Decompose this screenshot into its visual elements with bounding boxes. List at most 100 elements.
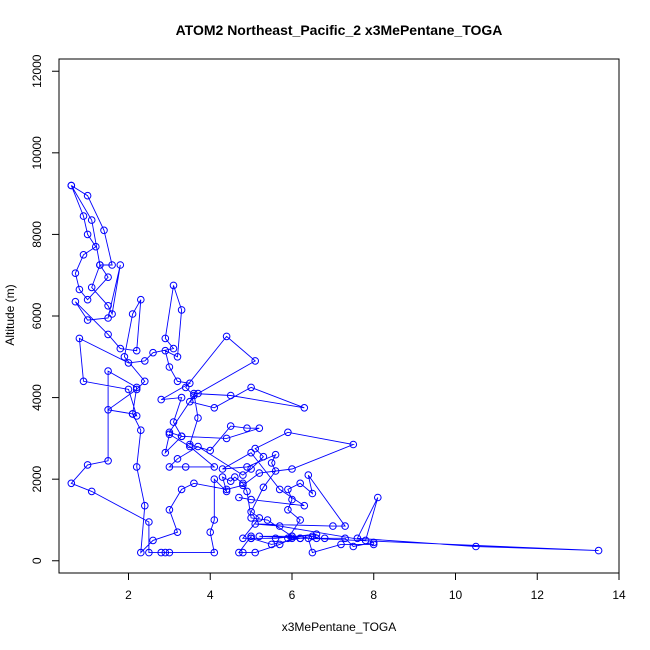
data-point: [92, 242, 100, 251]
y-tick-label: 0: [30, 557, 44, 564]
data-point: [161, 334, 170, 343]
data-point: [157, 395, 165, 404]
data-point: [161, 448, 170, 457]
data-point: [226, 477, 235, 486]
data-point: [210, 475, 219, 484]
x-tick-label: 2: [125, 588, 132, 602]
y-tick-label: 12000: [30, 54, 44, 88]
data-point: [243, 424, 251, 433]
data-point: [87, 216, 96, 224]
x-tick-label: 12: [531, 588, 545, 602]
data-point: [190, 391, 198, 400]
data-point: [104, 457, 112, 465]
data-point: [116, 261, 125, 269]
data-point: [251, 548, 259, 557]
data-point: [341, 534, 349, 543]
data-point: [239, 548, 247, 557]
data-point: [288, 534, 296, 543]
data-point: [177, 393, 186, 402]
data-point: [312, 534, 321, 543]
y-tick-label: 6000: [30, 302, 44, 329]
data-point: [353, 534, 362, 543]
x-axis: 2 4 6 8 10 12 14: [125, 572, 626, 602]
data-point: [173, 455, 182, 463]
data-point: [308, 489, 317, 498]
data-point: [132, 412, 141, 420]
data-point: [308, 532, 317, 541]
data-point: [349, 440, 358, 449]
data-point: [222, 434, 231, 443]
data-point: [308, 548, 317, 557]
data-point: [239, 471, 247, 479]
data-point: [177, 306, 186, 314]
data-point: [296, 516, 305, 524]
y-tick-label: 4000: [30, 384, 44, 411]
data-point: [210, 516, 219, 524]
data-point: [341, 522, 349, 530]
data-point: [161, 346, 170, 355]
data-point: [186, 440, 194, 449]
data-point: [165, 463, 174, 471]
x-axis-label: x3MePentane_TOGA: [282, 620, 397, 634]
data-point: [206, 528, 214, 537]
data-point: [71, 269, 80, 278]
data-point: [141, 501, 149, 510]
data-point: [104, 330, 112, 339]
data-point: [104, 314, 112, 322]
data-point: [247, 508, 255, 516]
data-point: [222, 487, 231, 496]
chart-title: ATOM2 Northeast_Pacific_2 x3MePentane_TO…: [176, 22, 503, 38]
data-point: [87, 487, 96, 496]
data-point: [251, 444, 259, 453]
data-point: [284, 485, 292, 494]
data-point: [594, 546, 603, 555]
data-point: [120, 353, 129, 361]
data-point: [100, 226, 108, 235]
data-point: [247, 534, 255, 543]
x-tick-label: 8: [370, 588, 377, 602]
data-point: [226, 422, 235, 430]
y-tick-label: 8000: [30, 221, 44, 248]
data-point: [157, 548, 165, 557]
data-point: [206, 446, 214, 455]
data-point: [169, 281, 178, 290]
data-point: [137, 548, 145, 557]
data-point: [374, 493, 382, 502]
data-point: [83, 230, 92, 239]
data-point: [259, 452, 268, 461]
data-point: [165, 548, 174, 557]
data-point: [218, 465, 227, 473]
data-point: [149, 348, 157, 357]
data-point: [145, 518, 153, 526]
data-point: [186, 397, 194, 406]
data-point: [288, 495, 296, 504]
data-point: [124, 359, 133, 367]
data-point: [137, 295, 145, 304]
data-point: [210, 463, 219, 471]
data-point: [271, 467, 280, 475]
data-point: [128, 310, 137, 318]
data-point: [173, 353, 182, 361]
y-axis: 0 2000 4000 6000 8000 10000 12000: [30, 54, 60, 564]
data-point: [177, 432, 186, 441]
data-point: [75, 334, 84, 343]
data-point: [128, 410, 137, 418]
data-point: [190, 389, 198, 398]
data-point: [165, 506, 174, 514]
data-point: [161, 548, 170, 557]
data-point: [263, 516, 272, 524]
data-point: [255, 424, 264, 433]
data-point: [239, 479, 247, 488]
data-point: [108, 310, 116, 318]
data-point: [75, 285, 84, 294]
data-point: [194, 414, 202, 422]
data-point: [243, 487, 251, 496]
data-point: [288, 532, 296, 541]
data-point: [132, 346, 141, 355]
x-tick-label: 14: [612, 588, 626, 602]
data-point: [104, 367, 112, 375]
data-point: [108, 261, 116, 269]
data-point: [255, 532, 264, 541]
data-point: [210, 404, 219, 412]
data-point: [96, 261, 104, 269]
